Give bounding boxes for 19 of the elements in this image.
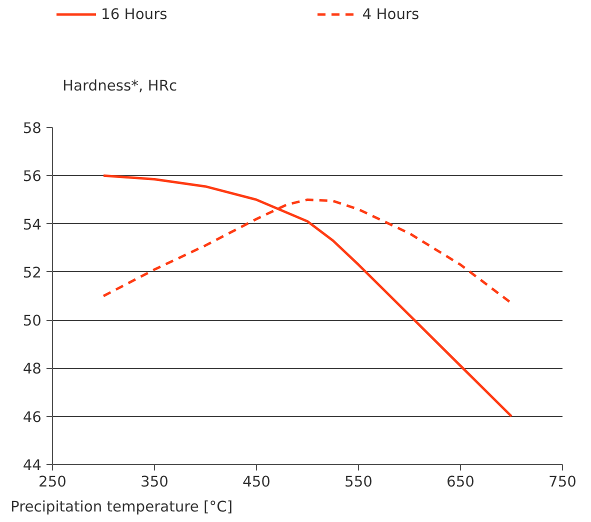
x-tick-label: 350 [140,474,168,490]
x-tick-label: 750 [548,474,576,490]
x-axis-title: Precipitation temperature [°C] [10,498,233,516]
line-series [102,174,513,418]
y-tick-label: 50 [22,312,42,330]
x-tick-label: 650 [446,474,474,490]
y-tick-label: 54 [22,216,42,234]
x-tick-label: 250 [38,474,66,490]
x-tick-label: 450 [242,474,270,490]
legend-label: 16 Hours [101,6,168,22]
x-tick-label: 550 [344,474,372,490]
y-tick-label: 46 [22,408,42,426]
y-tick-label: 52 [22,264,42,282]
y-tick-label: 48 [22,360,42,378]
y-axis-title: Hardness*, HRc [62,78,178,94]
y-tick-label: 44 [22,457,42,474]
y-tick-label: 58 [22,120,42,137]
y-tick-label: 56 [22,168,42,186]
legend-label: 4 Hours [362,6,420,22]
